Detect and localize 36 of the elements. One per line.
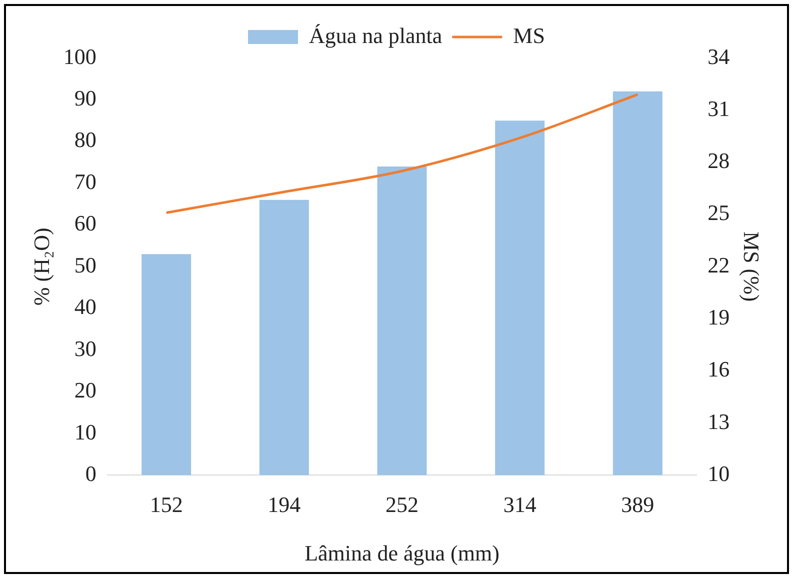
y-axis-title: % (H₂O) xyxy=(28,228,54,306)
x-tick-label: 314 xyxy=(503,492,536,518)
y-tick-label: 0 xyxy=(85,460,96,486)
y2-tick-label: 13 xyxy=(708,408,730,434)
bar xyxy=(142,254,192,476)
y2-tick-label: 34 xyxy=(708,44,730,69)
y-tick-label: 100 xyxy=(63,44,96,69)
y-tick-label: 90 xyxy=(74,86,96,110)
y-tick-label: 60 xyxy=(74,210,96,236)
legend-label: MS xyxy=(513,22,545,48)
line-series xyxy=(165,93,639,214)
bar xyxy=(612,91,662,476)
y2-tick-label: 19 xyxy=(708,304,730,330)
x-tick-label: 194 xyxy=(268,492,301,518)
y2-tick-label: 16 xyxy=(708,356,730,382)
y-tick-label: 20 xyxy=(74,378,96,403)
x-tick-label: 389 xyxy=(621,492,654,518)
y2-tick-label: 25 xyxy=(708,200,730,226)
y-tick-label: 50 xyxy=(74,252,96,278)
y2-axis-title: MS (%) xyxy=(739,231,764,302)
x-tick-label: 252 xyxy=(386,492,418,518)
y-tick-label: 40 xyxy=(74,294,96,320)
bar xyxy=(377,166,427,476)
x-tick-label: 152 xyxy=(150,492,183,518)
bar xyxy=(259,200,309,476)
bar xyxy=(495,120,545,476)
y2-tick-label: 10 xyxy=(708,460,730,486)
y-tick-label: 70 xyxy=(74,168,96,194)
y-tick-label: 30 xyxy=(74,336,96,361)
y-tick-label: 10 xyxy=(74,419,96,444)
x-axis-title: Lâmina de água (mm) xyxy=(304,540,500,566)
y2-tick-label: 22 xyxy=(708,252,730,278)
y-tick-label: 80 xyxy=(74,127,96,152)
legend-label: Água na planta xyxy=(309,22,442,48)
y2-tick-label: 28 xyxy=(708,148,730,174)
y2-tick-label: 31 xyxy=(708,96,730,121)
